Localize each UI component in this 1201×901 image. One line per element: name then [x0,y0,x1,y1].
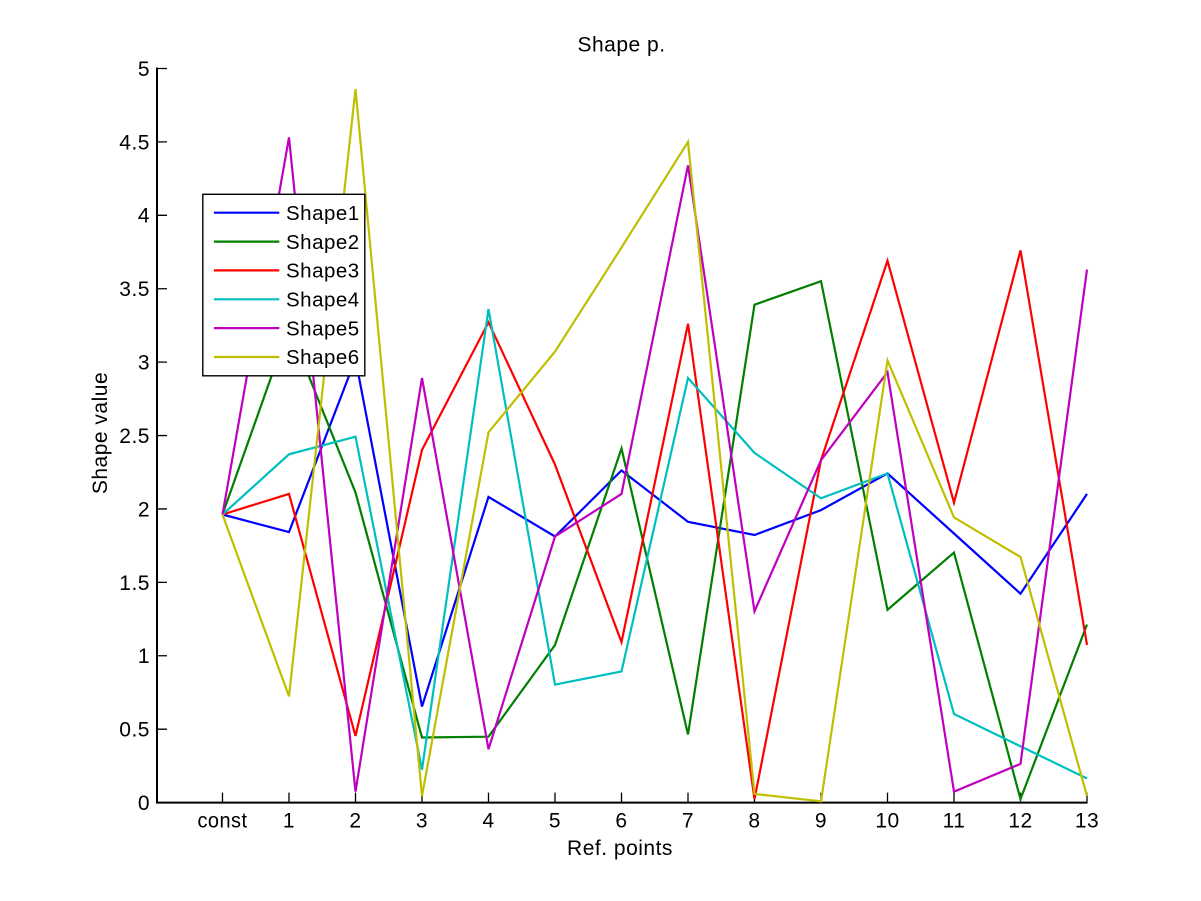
svg-text:4: 4 [482,809,494,832]
svg-text:10: 10 [875,809,899,832]
svg-text:7: 7 [682,809,694,832]
svg-text:Shape4: Shape4 [286,289,360,312]
svg-text:Shape1: Shape1 [286,202,360,225]
svg-text:0.5: 0.5 [119,719,150,742]
svg-text:6: 6 [615,809,627,832]
svg-text:4: 4 [138,205,150,228]
svg-text:12: 12 [1008,809,1032,832]
svg-text:const: const [198,809,248,832]
svg-text:2: 2 [349,809,361,832]
svg-text:0: 0 [138,792,150,815]
svg-text:5: 5 [549,809,561,832]
svg-text:Shape p.: Shape p. [577,34,665,57]
svg-text:Shape2: Shape2 [286,231,360,254]
svg-text:2.5: 2.5 [119,425,150,448]
svg-text:3: 3 [416,809,428,832]
svg-text:1: 1 [138,645,150,668]
svg-text:Shape5: Shape5 [286,317,360,340]
svg-text:Shape3: Shape3 [286,260,360,283]
svg-text:8: 8 [748,809,760,832]
svg-text:Shape value: Shape value [89,372,112,494]
svg-text:5: 5 [138,58,150,81]
svg-text:Ref. points: Ref. points [567,837,673,860]
svg-text:3: 3 [138,352,150,375]
svg-text:4.5: 4.5 [119,131,150,154]
svg-text:1.5: 1.5 [119,572,150,595]
svg-text:9: 9 [815,809,827,832]
svg-text:1: 1 [283,809,295,832]
svg-text:3.5: 3.5 [119,278,150,301]
svg-text:11: 11 [943,809,966,832]
svg-text:Shape6: Shape6 [286,346,360,369]
svg-text:13: 13 [1075,809,1099,832]
svg-text:2: 2 [138,498,150,521]
